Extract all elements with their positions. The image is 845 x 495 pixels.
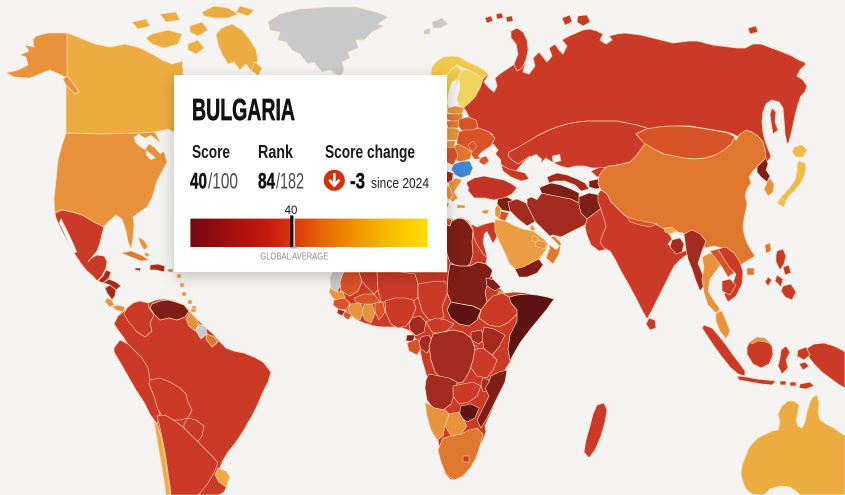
svg-text:40: 40 [285,205,298,217]
svg-text:Score: Score [192,142,230,162]
svg-text:/182: /182 [276,169,304,194]
svg-text:GLOBAL AVERAGE: GLOBAL AVERAGE [260,251,328,263]
svg-text:BULGARIA: BULGARIA [192,92,295,127]
svg-text:since 2024: since 2024 [371,175,429,192]
svg-text:Score change: Score change [325,142,415,162]
svg-text:Rank: Rank [258,142,294,162]
svg-text:84: 84 [258,169,276,194]
svg-text:-3: -3 [350,169,365,194]
svg-text:40: 40 [190,169,207,194]
svg-text:/100: /100 [208,169,238,194]
